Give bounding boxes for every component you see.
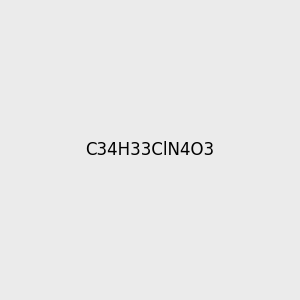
Text: C34H33ClN4O3: C34H33ClN4O3 [85,141,214,159]
